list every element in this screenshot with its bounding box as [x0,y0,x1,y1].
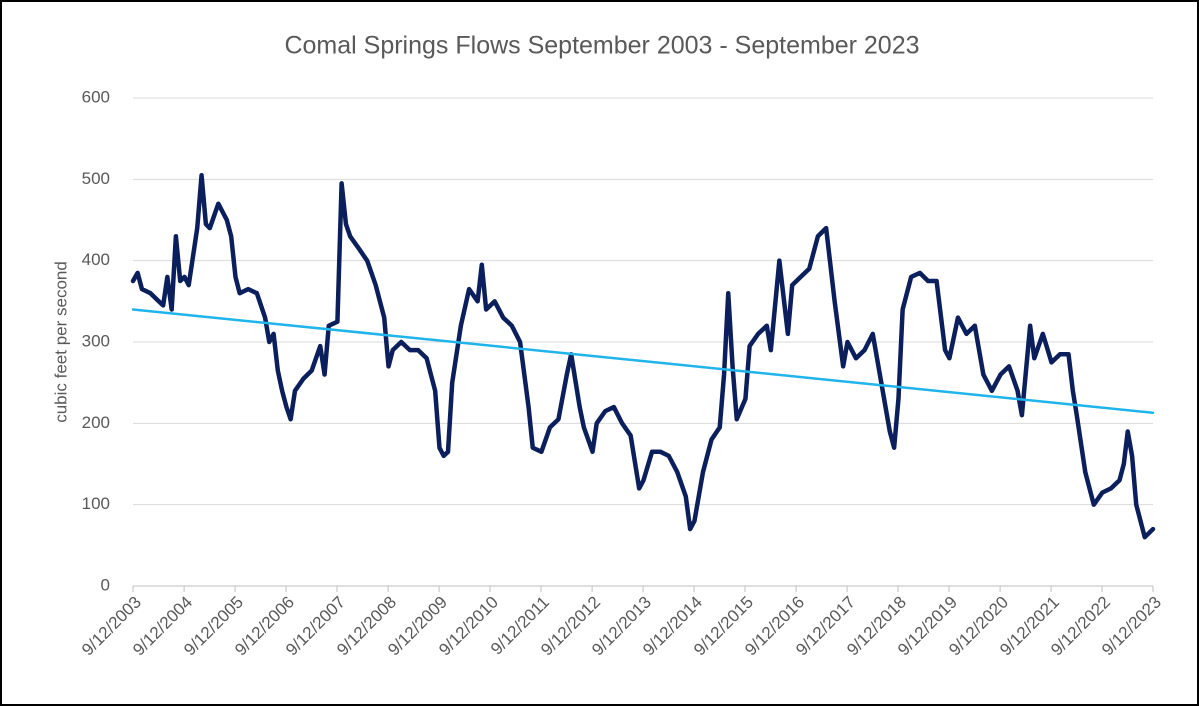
y-tick-label: 200 [82,413,110,432]
y-tick-label: 500 [82,169,110,188]
y-axis-label: cubic feet per second [51,261,70,423]
chart-title: Comal Springs Flows September 2003 - Sep… [284,32,919,60]
y-tick-label: 600 [82,87,110,106]
y-tick-label: 100 [82,494,110,513]
grid [132,97,1154,592]
y-tick-label: 0 [101,575,110,594]
y-tick-label: 400 [82,250,110,269]
y-tick-label: 300 [82,331,110,350]
plot [130,173,1156,540]
trend-line [131,308,1155,415]
flow-line [130,173,1156,540]
